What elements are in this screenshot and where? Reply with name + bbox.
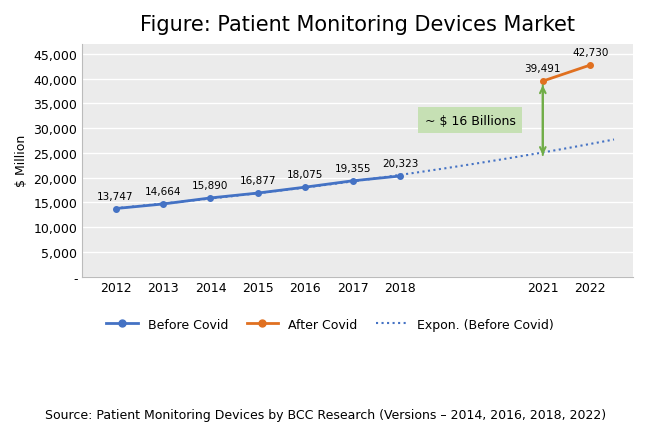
Text: Source: Patient Monitoring Devices by BCC Research (Versions – 2014, 2016, 2018,: Source: Patient Monitoring Devices by BC… xyxy=(45,408,607,421)
After Covid xyxy=(539,79,547,84)
Expon. (Before Covid) xyxy=(568,145,575,150)
Legend: Before Covid, After Covid, Expon. (Before Covid): Before Covid, After Covid, Expon. (Befor… xyxy=(101,313,559,336)
Text: 42,730: 42,730 xyxy=(572,48,608,58)
Line: Expon. (Before Covid): Expon. (Before Covid) xyxy=(115,140,614,209)
Before Covid xyxy=(397,174,404,179)
Expon. (Before Covid) xyxy=(111,206,119,212)
Y-axis label: $ Million: $ Million xyxy=(15,135,28,187)
Text: 19,355: 19,355 xyxy=(334,164,371,174)
Text: ~ $ 16 Billions: ~ $ 16 Billions xyxy=(424,114,516,127)
Before Covid xyxy=(159,202,167,207)
Before Covid xyxy=(111,206,119,212)
Text: 13,747: 13,747 xyxy=(97,191,133,201)
Title: Figure: Patient Monitoring Devices Market: Figure: Patient Monitoring Devices Marke… xyxy=(140,15,575,35)
Text: 14,664: 14,664 xyxy=(145,187,181,197)
Before Covid xyxy=(349,179,357,184)
Line: Before Covid: Before Covid xyxy=(113,174,403,212)
Before Covid xyxy=(301,185,309,190)
Text: 20,323: 20,323 xyxy=(382,159,419,169)
Before Covid xyxy=(207,196,214,201)
Text: 16,877: 16,877 xyxy=(240,176,276,186)
After Covid xyxy=(586,63,594,68)
Text: 18,075: 18,075 xyxy=(287,170,323,180)
Expon. (Before Covid) xyxy=(142,203,150,209)
Text: 39,491: 39,491 xyxy=(524,64,561,74)
Expon. (Before Covid) xyxy=(204,197,212,202)
Expon. (Before Covid) xyxy=(585,142,593,147)
Expon. (Before Covid) xyxy=(244,192,252,197)
Text: 15,890: 15,890 xyxy=(192,181,229,191)
Line: After Covid: After Covid xyxy=(540,63,593,85)
Expon. (Before Covid) xyxy=(610,138,618,143)
Before Covid xyxy=(254,191,262,196)
Expon. (Before Covid) xyxy=(132,204,139,209)
